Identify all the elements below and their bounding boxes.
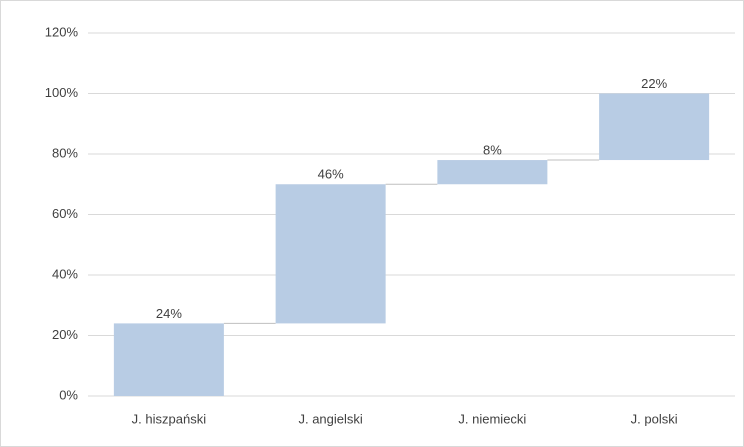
x-tick-label: J. polski xyxy=(631,411,678,426)
data-label: 22% xyxy=(641,76,667,91)
data-label: 24% xyxy=(156,306,182,321)
data-label: 46% xyxy=(318,167,344,182)
y-tick-label: 60% xyxy=(52,206,78,221)
y-tick-label: 120% xyxy=(45,24,79,39)
x-tick-label: J. niemiecki xyxy=(458,411,526,426)
bar xyxy=(599,93,710,161)
data-label: 8% xyxy=(483,142,502,157)
bar xyxy=(275,184,386,324)
y-tick-label: 20% xyxy=(52,327,78,342)
bar xyxy=(113,323,224,396)
y-tick-label: 40% xyxy=(52,266,78,281)
x-tick-label: J. hiszpański xyxy=(132,411,207,426)
y-tick-label: 100% xyxy=(45,85,79,100)
bar xyxy=(437,160,548,185)
y-tick-label: 0% xyxy=(59,387,78,402)
x-tick-label: J. angielski xyxy=(298,411,362,426)
y-tick-label: 80% xyxy=(52,145,78,160)
